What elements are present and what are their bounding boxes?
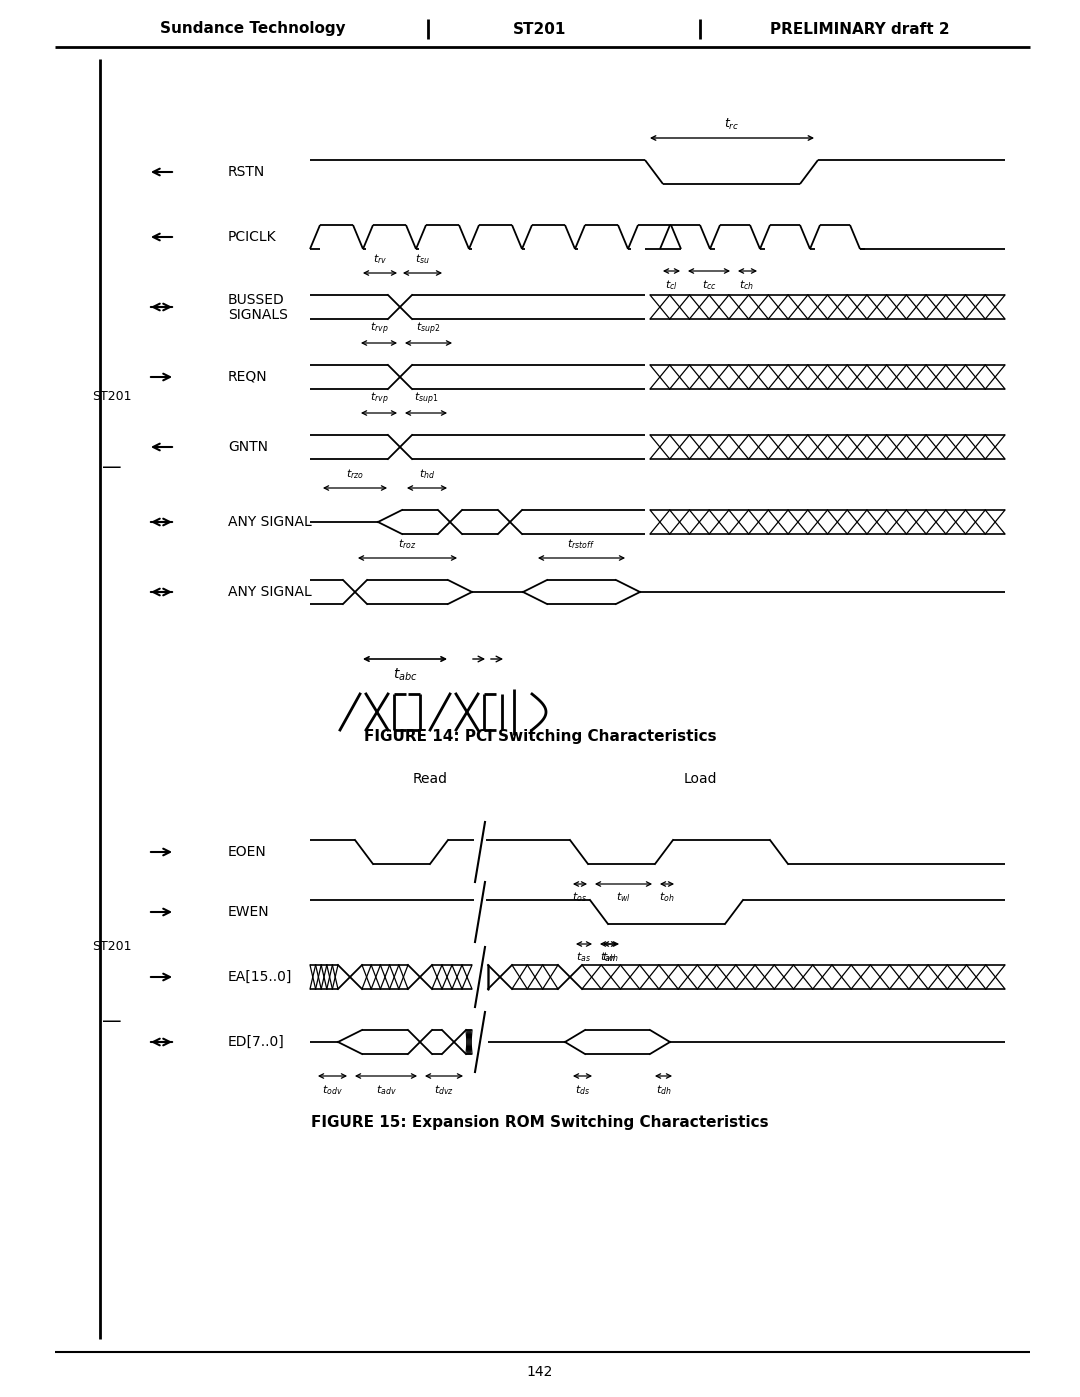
Text: FIGURE 15: Expansion ROM Switching Characteristics: FIGURE 15: Expansion ROM Switching Chara…	[311, 1115, 769, 1130]
Text: $t_{dh}$: $t_{dh}$	[657, 1083, 672, 1097]
Text: RSTN: RSTN	[228, 165, 266, 179]
Text: $t_{su}$: $t_{su}$	[415, 251, 430, 265]
Text: Sundance Technology: Sundance Technology	[160, 21, 346, 36]
Text: ED[7..0]: ED[7..0]	[228, 1035, 285, 1049]
Text: —: —	[103, 457, 122, 476]
Text: $t_{rv}$: $t_{rv}$	[373, 251, 387, 265]
Text: PCICLK: PCICLK	[228, 231, 276, 244]
Text: $t_{rvp}$: $t_{rvp}$	[369, 321, 389, 337]
Text: $t_{rvp}$: $t_{rvp}$	[369, 391, 389, 407]
Text: $t_{wh}$: $t_{wh}$	[603, 950, 620, 964]
Text: $t_{odv}$: $t_{odv}$	[322, 1083, 342, 1097]
Text: $t_{sup2}$: $t_{sup2}$	[416, 321, 441, 337]
Text: BUSSED: BUSSED	[228, 293, 285, 307]
Text: $t_{rstoff}$: $t_{rstoff}$	[567, 536, 595, 550]
Text: $t_{sup1}$: $t_{sup1}$	[414, 391, 438, 407]
Text: $t_{dvz}$: $t_{dvz}$	[434, 1083, 454, 1097]
Text: PRELIMINARY draft 2: PRELIMINARY draft 2	[770, 21, 950, 36]
Text: ANY SIGNAL: ANY SIGNAL	[228, 515, 312, 529]
Text: ST201: ST201	[513, 21, 567, 36]
Text: $t_{ch}$: $t_{ch}$	[740, 278, 755, 292]
Text: Load: Load	[684, 773, 717, 787]
Text: $t_{hd}$: $t_{hd}$	[419, 467, 435, 481]
Text: —: —	[103, 1013, 122, 1031]
Text: $t_{ds}$: $t_{ds}$	[576, 1083, 591, 1097]
Text: $t_{adv}$: $t_{adv}$	[376, 1083, 396, 1097]
Text: $t_{cl}$: $t_{cl}$	[664, 278, 677, 292]
Text: SIGNALS: SIGNALS	[228, 307, 288, 321]
Text: $t_{oh}$: $t_{oh}$	[659, 890, 675, 904]
Text: ANY SIGNAL: ANY SIGNAL	[228, 585, 312, 599]
Text: ST201: ST201	[92, 391, 132, 404]
Text: 142: 142	[527, 1365, 553, 1379]
Text: $t_{as}$: $t_{as}$	[577, 950, 592, 964]
Text: REQN: REQN	[228, 370, 268, 384]
Text: ST201: ST201	[92, 940, 132, 954]
Text: $t_{abc}$: $t_{abc}$	[393, 666, 417, 683]
Text: $t_{os}$: $t_{os}$	[572, 890, 588, 904]
Text: $t_{wl}$: $t_{wl}$	[616, 890, 631, 904]
Text: $t_{roz}$: $t_{roz}$	[397, 536, 416, 550]
Text: EOEN: EOEN	[228, 845, 267, 859]
Text: $t_{rc}$: $t_{rc}$	[725, 116, 740, 131]
Text: EA[15..0]: EA[15..0]	[228, 970, 293, 983]
Text: $t_{ah}$: $t_{ah}$	[600, 950, 616, 964]
Text: GNTN: GNTN	[228, 440, 268, 454]
Text: EWEN: EWEN	[228, 905, 270, 919]
Text: FIGURE 14: PCI Switching Characteristics: FIGURE 14: PCI Switching Characteristics	[364, 729, 716, 745]
Text: Read: Read	[413, 773, 447, 787]
Text: $t_{cc}$: $t_{cc}$	[702, 278, 716, 292]
Text: $t_{rzo}$: $t_{rzo}$	[346, 467, 364, 481]
